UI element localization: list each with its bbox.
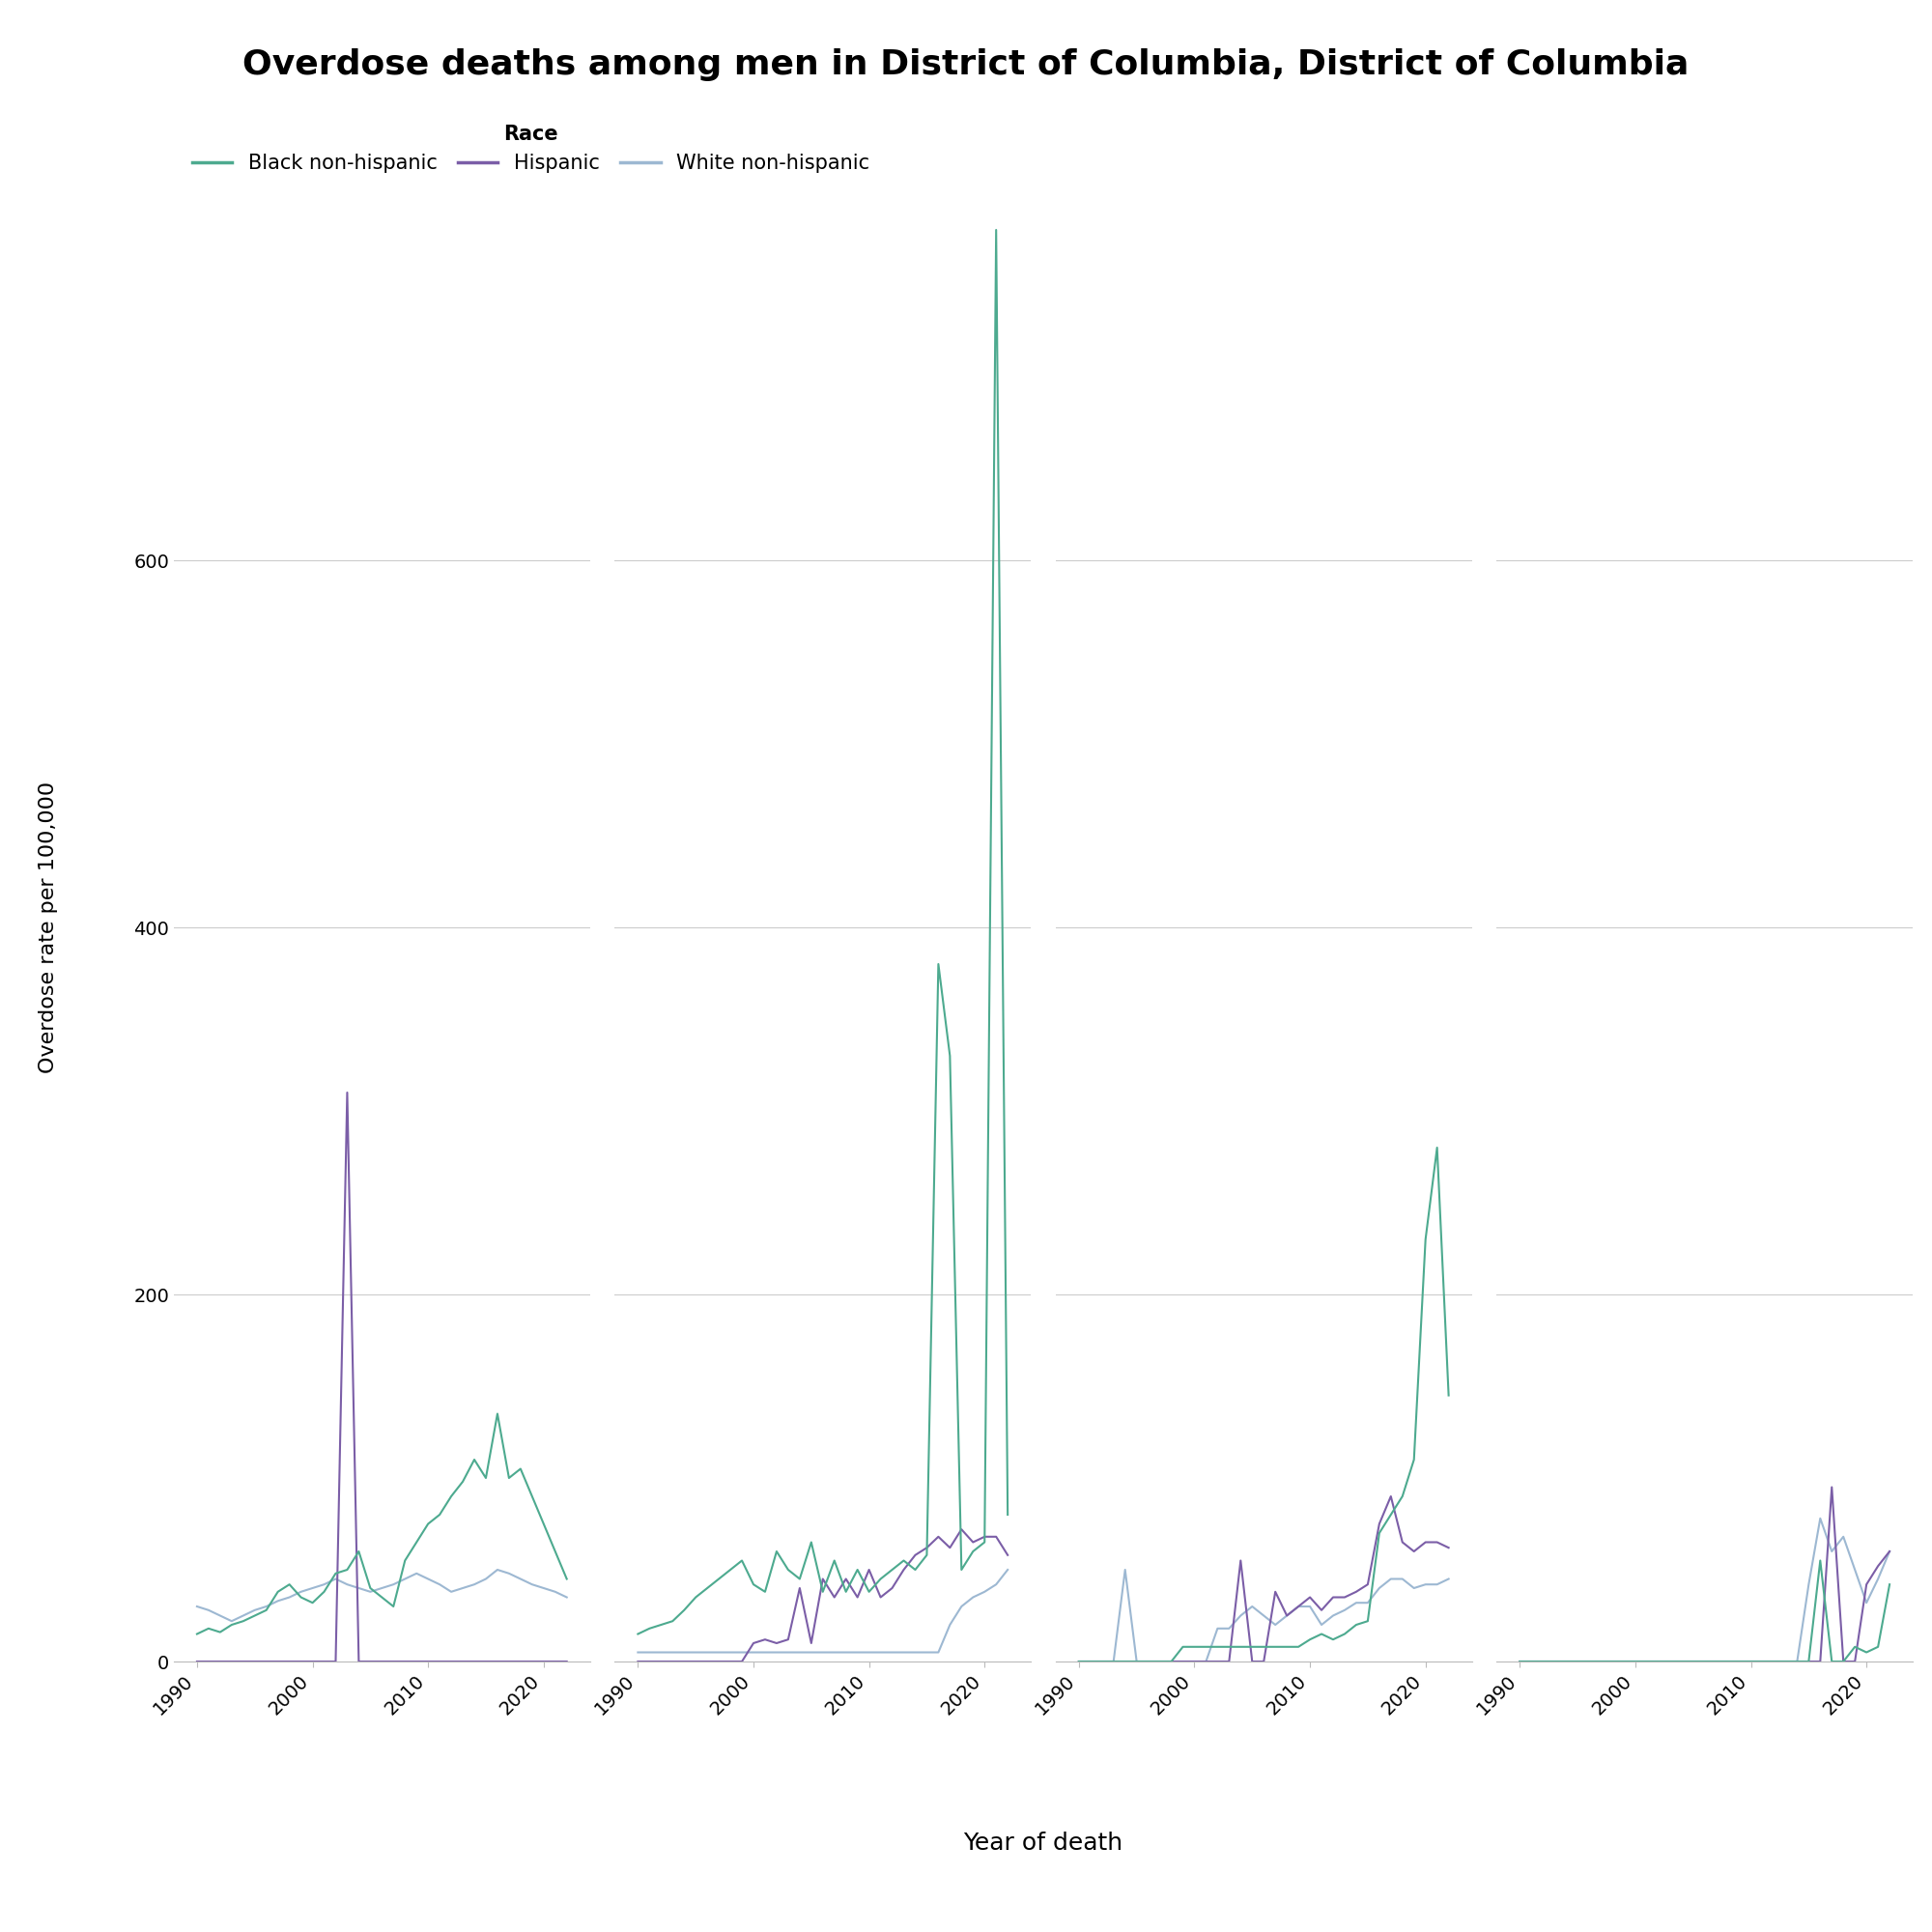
Text: Overdose rate per 100,000: Overdose rate per 100,000 [39, 781, 58, 1074]
Text: Overdose deaths among men in District of Columbia, District of Columbia: Overdose deaths among men in District of… [243, 48, 1689, 81]
Text: Year of death: Year of death [964, 1832, 1122, 1855]
Legend: Black non-hispanic, Hispanic, White non-hispanic: Black non-hispanic, Hispanic, White non-… [184, 116, 877, 182]
